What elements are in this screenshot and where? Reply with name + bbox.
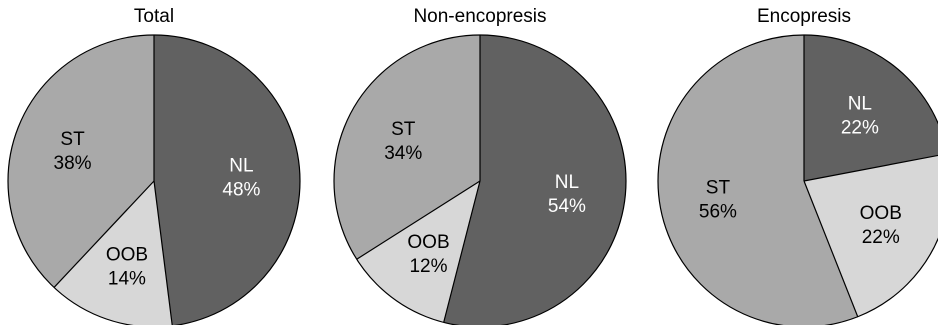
slice-label-non-encopresis-st: ST 34% bbox=[384, 119, 422, 164]
slice-label-non-encopresis-nl: NL 54% bbox=[548, 172, 586, 217]
pie-slice-total-nl bbox=[154, 35, 300, 325]
pie-outline-non-encopresis bbox=[333, 34, 627, 325]
pie-title-encopresis: Encopresis bbox=[757, 6, 851, 27]
slice-divider-encopresis-1 bbox=[803, 154, 938, 182]
pie-slice-encopresis-oob bbox=[804, 155, 938, 317]
pie-outline-encopresis bbox=[657, 34, 938, 325]
pie-slice-non-encopresis-oob bbox=[356, 181, 480, 323]
slice-divider-total-1 bbox=[153, 180, 173, 325]
slice-divider-non-encopresis-1 bbox=[443, 180, 481, 323]
slice-label-encopresis-oob: OOB 22% bbox=[860, 203, 902, 248]
slice-divider-encopresis-2 bbox=[803, 180, 859, 317]
slice-label-non-encopresis-oob: OOB 12% bbox=[407, 232, 449, 277]
slice-divider-non-encopresis-2 bbox=[356, 180, 481, 260]
pie-title-non-encopresis: Non-encopresis bbox=[413, 6, 547, 27]
pie-slice-non-encopresis-nl bbox=[443, 35, 626, 325]
slice-label-total-st: ST 38% bbox=[54, 129, 92, 174]
slice-divider-total-2 bbox=[53, 180, 155, 288]
pie-slice-non-encopresis-st bbox=[334, 35, 480, 260]
slice-label-total-nl: NL 48% bbox=[222, 155, 260, 200]
slice-label-total-oob: OOB 14% bbox=[106, 244, 148, 289]
slice-label-encopresis-nl: NL 22% bbox=[841, 94, 879, 139]
pie-title-total: Total bbox=[133, 6, 175, 27]
pie-slice-encopresis-st bbox=[658, 35, 858, 325]
pie-slice-total-oob bbox=[54, 181, 173, 325]
slice-label-encopresis-st: ST 56% bbox=[699, 177, 737, 222]
pie-slice-encopresis-nl bbox=[804, 35, 938, 181]
pie-slice-total-st bbox=[8, 35, 154, 288]
pie-outline-total bbox=[7, 34, 301, 325]
